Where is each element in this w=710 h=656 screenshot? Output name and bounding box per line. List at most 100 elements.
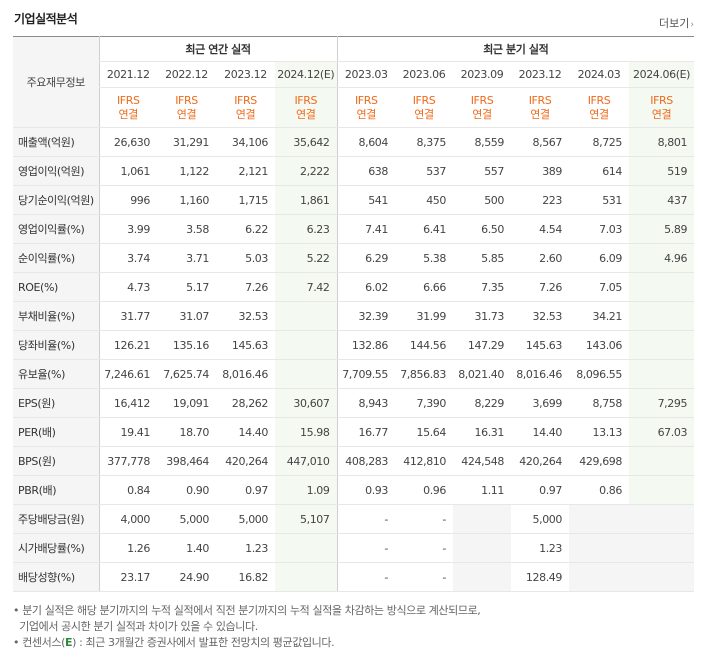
table-row: BPS(원) 377,778 398,464 420,264 447,010 408,28… [13,446,695,476]
table-cell: 30,607 [275,388,337,418]
table-cell: 2,121 [216,156,275,186]
table-cell: - [395,504,453,534]
table-cell: 126.21 [98,330,157,360]
table-cell: 223 [511,185,569,215]
table-cell: 7,390 [395,388,453,418]
ifrs-top: IFRS [175,93,198,107]
ifrs-bottom: 연결 [235,107,256,121]
column-header-metric: 주요재무정보 [13,36,99,128]
table-cell: 437 [629,185,695,215]
table-cell: 557 [453,156,511,186]
table-cell: 7,295 [629,388,695,418]
table-cell: 6.50 [453,214,511,244]
table-cell: 3.99 [98,214,157,244]
table-row: PBR(배) 0.84 0.90 0.97 1.09 0.93 0.96 1.11 0.97 0.… [13,475,695,505]
row-label: 유보율(%) [13,359,99,389]
table-cell: 8,604 [336,127,395,157]
table-cell: 1.23 [511,533,569,563]
table-row: ROE(%) 4.73 5.17 7.26 7.42 6.02 6.66 7.35 7.26 7.… [13,272,695,302]
table-cell [275,301,337,331]
table-cell: 3.74 [98,243,157,273]
row-label: 영업이익(억원) [13,156,99,186]
table-cell: 7.42 [275,272,337,302]
table-cell: 8,567 [511,127,569,157]
ifrs-top: IFRS [116,93,140,107]
table-cell: 429,698 [569,446,629,476]
table-cell: 6.02 [336,272,395,302]
ifrs-top: IFRS [470,93,494,107]
table-cell [629,533,695,563]
footnotes: • 분기 실적은 해당 분기까지의 누적 실적에서 직전 분기까지의 누적 실적… [13,603,481,651]
quarter-group-header: 최근 분기 실적 [336,36,695,62]
table-cell: 15.98 [275,417,337,447]
annual-group-header: 최근 연간 실적 [98,36,337,62]
ifrs-bottom: 연결 [589,107,609,121]
row-label: 영업이익률(%) [13,214,99,244]
table-cell: 35,642 [275,127,337,157]
table-cell: - [336,504,395,534]
ifrs-top: IFRS [234,93,257,107]
table-cell: 13.13 [569,417,629,447]
table-cell: 8,801 [629,127,695,157]
table-row: 당기순이익(억원) 996 1,160 1,715 1,861 541 450 500 223 5… [13,185,695,215]
row-label: EPS(원) [13,388,99,418]
period-header: 2024.03 [569,61,629,88]
row-label: 당좌비율(%) [13,330,99,360]
table-cell: 8,229 [453,388,511,418]
table-cell: 32.53 [511,301,569,331]
table-cell: 1,715 [216,185,275,215]
table-cell [629,504,695,534]
ifrs-bottom: 연결 [118,107,139,121]
table-cell [569,533,629,563]
ifrs-top: IFRS [587,93,611,107]
table-cell: 1.26 [98,533,157,563]
table-row: 유보율(%) 7,246.61 7,625.74 8,016.46 7,709.55 7,… [13,359,695,389]
row-label: 배당성향(%) [13,562,99,592]
table-cell: 408,283 [336,446,395,476]
footnote-1: • 분기 실적은 해당 분기까지의 누적 실적에서 직전 분기까지의 누적 실적… [13,604,481,617]
table-cell: 8,096.55 [569,359,629,389]
ifrs-label: IFRS 연결 [216,87,275,128]
table-cell: 8,016.46 [511,359,569,389]
table-cell [275,330,337,360]
ifrs-label: IFRS 연결 [275,87,337,128]
row-label: ROE(%) [13,272,99,302]
table-cell: 0.97 [216,475,275,505]
table-cell: 5,000 [216,504,275,534]
table-cell: 128.49 [511,562,569,592]
ifrs-label: IFRS 연결 [629,87,695,128]
table-cell: - [395,562,453,592]
table-cell: 0.86 [569,475,629,505]
row-label: 주당배당금(원) [13,504,99,534]
table-cell: 147.29 [453,330,511,360]
table-row: 매출액(억원) 26,630 31,291 34,106 35,642 8,604 8,37… [13,127,695,157]
table-cell: 0.97 [511,475,569,505]
table-cell: 519 [629,156,695,186]
table-cell: 16.77 [336,417,395,447]
table-cell: 412,810 [395,446,453,476]
table-cell: 450 [395,185,453,215]
table-cell: 447,010 [275,446,337,476]
table-cell: 4.54 [511,214,569,244]
more-link[interactable]: 더보기› [659,15,694,31]
table-cell: 5.89 [629,214,695,244]
period-header: 2022.12 [157,61,216,88]
table-cell: 5,000 [511,504,569,534]
table-cell: 23.17 [98,562,157,592]
table-cell: 389 [511,156,569,186]
ifrs-bottom: 연결 [176,107,197,121]
row-label: 매출액(억원) [13,127,99,157]
table-cell [629,562,695,592]
table-cell: 34,106 [216,127,275,157]
table-row: PER(배) 19.41 18.70 14.40 15.98 16.77 15.64 16.3… [13,417,695,447]
table-cell: 32.53 [216,301,275,331]
table-cell: 31.73 [453,301,511,331]
table-cell: 145.63 [511,330,569,360]
table-cell: 28,262 [216,388,275,418]
table-cell: 34.21 [569,301,629,331]
table-row: 주당배당금(원) 4,000 5,000 5,000 5,107- -5,000 [13,504,695,534]
table-row: 순이익률(%) 3.74 3.71 5.03 5.22 6.29 5.38 5.85 2.60 6… [13,243,695,273]
row-label: PBR(배) [13,475,99,505]
table-cell: 18.70 [157,417,216,447]
